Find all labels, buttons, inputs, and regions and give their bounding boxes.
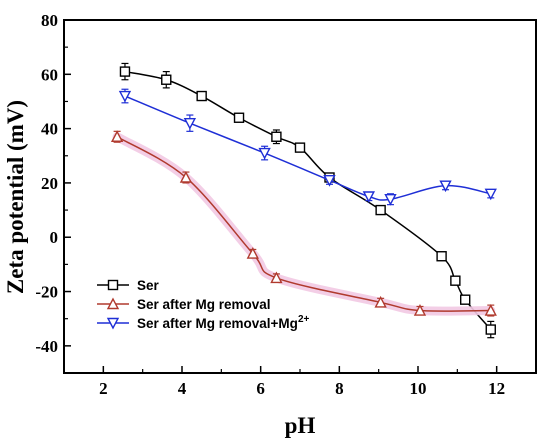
series-1-point: [271, 131, 282, 142]
x-axis-title: pH: [285, 413, 316, 438]
y-tick-label: 60: [41, 65, 58, 84]
y-tick-label: -40: [35, 337, 58, 356]
legend-item-1: Ser: [97, 278, 160, 293]
y-tick-label: 20: [41, 174, 58, 193]
series-1-point: [450, 275, 461, 286]
series-3-point: [258, 147, 271, 160]
series-3-point: [362, 191, 375, 204]
series-2-point: [484, 304, 497, 316]
legend-label: Ser: [137, 278, 160, 293]
legend-label: Ser after Mg removal+Mg2+: [137, 314, 309, 331]
series-2-point: [413, 304, 427, 316]
series-1-point: [119, 66, 131, 77]
series-1-point: [161, 74, 172, 85]
series-3-point: [183, 117, 197, 130]
series-3-point: [484, 188, 497, 201]
ticks-layer: 2 4 6 8 10 12 -40 -20 0 20 40 60 80: [35, 11, 537, 398]
series-3-point: [439, 180, 452, 193]
series-1-point: [233, 112, 245, 123]
y-tick-label: 80: [41, 11, 58, 30]
series-2-point: [179, 170, 193, 183]
x-tick-label: 6: [256, 379, 265, 398]
series-1-point: [294, 142, 306, 153]
plot-layer: [110, 62, 497, 339]
legend-item-3: Ser after Mg removal+Mg2+: [97, 314, 309, 331]
x-tick-label: 2: [99, 379, 108, 398]
y-tick-label: -20: [35, 283, 58, 302]
legend: Ser Ser after Mg removal Ser after Mg remo…: [97, 278, 309, 331]
series-2-point: [110, 130, 124, 142]
x-tick-label: 10: [410, 379, 427, 398]
series-2: [110, 130, 497, 317]
x-tick-label: 8: [335, 379, 344, 398]
series-1-point: [375, 204, 386, 216]
series-2-point: [270, 271, 283, 284]
series-2-point: [374, 295, 387, 308]
legend-superscript: 2+: [298, 314, 310, 325]
series-1-point: [460, 294, 471, 305]
series-2-point: [246, 247, 259, 259]
series-3-point: [384, 194, 397, 206]
legend-marker: [107, 279, 119, 291]
y-tick-label: 0: [50, 228, 59, 247]
legend-item-2: Ser after Mg removal: [97, 297, 271, 312]
series-1-point: [436, 251, 447, 262]
series-1: [119, 62, 496, 339]
x-tick-label: 12: [488, 379, 505, 398]
y-axis-title: Zeta potential (mV): [3, 100, 28, 294]
series-1-point: [485, 324, 496, 335]
y-tick-label: 40: [41, 120, 58, 139]
series-3-point: [118, 90, 132, 103]
series-3-line: [124, 95, 491, 201]
legend-label: Ser after Mg removal: [137, 297, 271, 312]
x-tick-label: 4: [178, 379, 187, 398]
series-1-point: [196, 90, 207, 102]
legend-marker: [106, 317, 120, 330]
series-3: [118, 88, 497, 206]
series-3-point: [323, 175, 336, 187]
legend-marker: [106, 297, 120, 310]
